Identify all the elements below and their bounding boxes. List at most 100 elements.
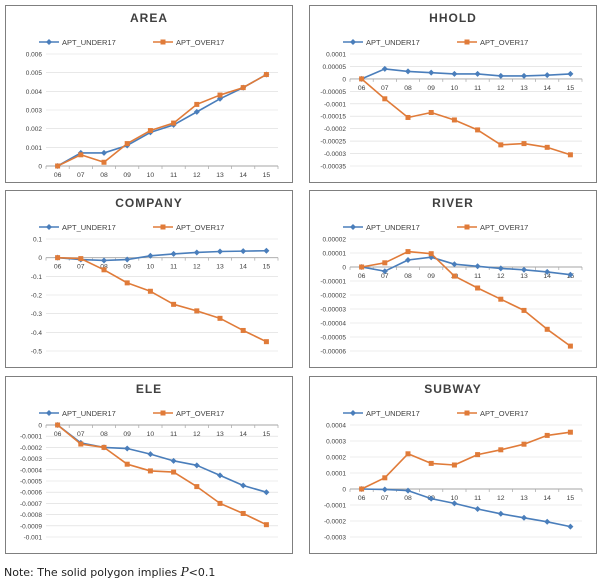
y-tick-label: 0.0003: [326, 439, 346, 446]
point-under17: [147, 451, 154, 458]
x-tick-label: 15: [263, 431, 271, 438]
point-under17: [451, 70, 458, 77]
point-under17: [405, 68, 411, 75]
point-over17: [475, 127, 481, 133]
x-tick-label: 11: [474, 495, 481, 502]
chart-panel-hhold: HHOLD APT_UNDER17 APT_OVER17 -0.00035 -0.000…: [309, 5, 597, 183]
point-over17: [544, 144, 550, 150]
legend-marker-over17: [464, 224, 470, 230]
x-tick-label: 14: [239, 431, 247, 438]
point-over17: [359, 76, 365, 82]
series-line-over17: [361, 250, 571, 347]
x-tick-label: 06: [54, 431, 62, 438]
x-tick-label: 13: [520, 273, 528, 280]
point-over17: [521, 141, 527, 147]
point-over17: [567, 152, 573, 158]
point-over17: [567, 343, 573, 349]
chart-title-subway: SUBWAY: [424, 382, 482, 396]
x-tick-label: 11: [170, 172, 177, 179]
x-tick-label: 13: [216, 172, 224, 179]
x-tick-label: 11: [474, 273, 481, 280]
point-over17: [124, 141, 130, 147]
x-tick-label: 15: [263, 172, 271, 179]
x-tick-label: 06: [358, 273, 366, 280]
y-tick-label: -0.00035: [320, 164, 346, 171]
y-tick-label: -0.0001: [324, 101, 346, 108]
y-tick-label: 0.00002: [323, 237, 347, 244]
legend-label-over17: APT_OVER17: [480, 223, 528, 232]
point-under17: [474, 506, 481, 512]
point-under17: [193, 108, 200, 115]
point-over17: [382, 96, 388, 102]
point-under17: [521, 514, 527, 521]
point-under17: [544, 268, 551, 275]
y-tick-label: -0.00015: [320, 114, 346, 121]
point-under17: [263, 247, 270, 254]
chart-title-area: AREA: [130, 11, 168, 25]
y-tick-label: 0: [38, 423, 42, 430]
point-under17: [170, 250, 177, 257]
y-tick-label: 0.005: [26, 70, 43, 77]
legend-label-over17: APT_OVER17: [480, 38, 528, 47]
point-over17: [171, 301, 177, 307]
x-tick-label: 13: [520, 495, 528, 502]
series-line-under17: [361, 488, 571, 528]
point-over17: [147, 468, 153, 474]
y-tick-label: 0.00005: [323, 64, 347, 71]
footnote: Note: The solid polygon implies P<0.1: [4, 565, 215, 579]
point-over17: [475, 452, 481, 458]
y-tick-label: 0.0001: [326, 52, 346, 59]
legend-marker-over17: [160, 410, 166, 416]
y-tick-label: -0.0002: [324, 519, 346, 526]
x-tick-label: 08: [100, 431, 108, 438]
footnote-symbol: P: [180, 565, 189, 579]
y-tick-label: -0.0001: [20, 434, 42, 441]
y-tick-label: 0: [342, 487, 346, 494]
series-line-over17: [57, 73, 267, 167]
x-tick-label: 09: [427, 85, 435, 92]
point-over17: [147, 288, 153, 294]
point-over17: [101, 267, 107, 273]
x-tick-label: 08: [100, 264, 108, 271]
point-over17: [124, 461, 130, 467]
series-line-over17: [57, 424, 267, 526]
chart-svg: HHOLD APT_UNDER17 APT_OVER17 -0.00035 -0.000…: [320, 11, 583, 171]
point-over17: [55, 163, 61, 169]
point-over17: [263, 72, 269, 78]
chart-title-river: RIVER: [432, 196, 474, 210]
y-tick-label: 0: [38, 255, 42, 262]
point-over17: [101, 159, 107, 165]
point-under17: [381, 486, 388, 493]
point-over17: [217, 500, 223, 506]
point-over17: [78, 152, 84, 158]
x-tick-label: 10: [147, 264, 155, 271]
legend-marker-over17: [160, 224, 166, 230]
y-tick-label: -0.0005: [20, 479, 42, 486]
x-tick-label: 06: [54, 172, 62, 179]
point-under17: [193, 462, 200, 469]
point-under17: [263, 489, 270, 496]
y-tick-label: 0.001: [26, 145, 43, 152]
y-tick-label: 0.003: [26, 108, 43, 115]
series-line-over17: [57, 256, 267, 343]
x-tick-label: 07: [381, 85, 389, 92]
x-tick-label: 13: [216, 431, 224, 438]
y-tick-label: -0.0002: [20, 445, 42, 452]
chart-svg: SUBWAY APT_UNDER17 APT_OVER17 -0.0003 -0.000…: [324, 382, 583, 542]
point-under17: [451, 500, 458, 507]
point-over17: [194, 101, 200, 107]
x-tick-label: 09: [123, 264, 131, 271]
x-tick-label: 11: [474, 85, 481, 92]
y-tick-label: -0.00004: [320, 321, 346, 328]
y-tick-label: -0.0004: [20, 467, 42, 474]
legend-marker-over17: [160, 39, 166, 45]
x-tick-label: 14: [543, 273, 551, 280]
y-tick-label: -0.4: [31, 330, 43, 337]
point-under17: [567, 70, 574, 77]
point-over17: [171, 120, 177, 126]
point-over17: [101, 444, 107, 450]
point-over17: [194, 484, 200, 490]
legend-label-under17: APT_UNDER17: [62, 38, 116, 47]
point-over17: [451, 462, 457, 468]
legend-label-over17: APT_OVER17: [176, 223, 224, 232]
